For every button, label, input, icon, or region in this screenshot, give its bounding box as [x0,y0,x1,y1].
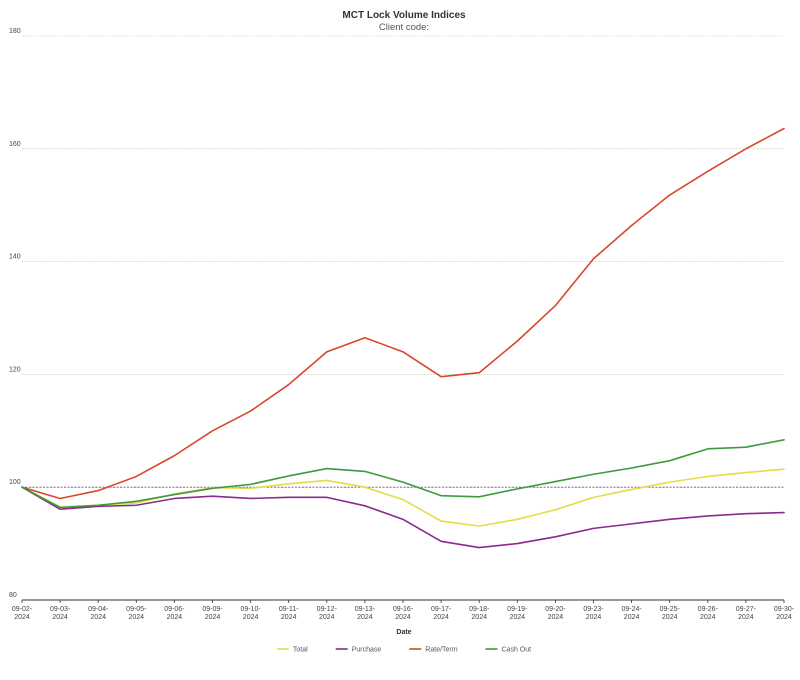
legend-label: Rate/Term [425,647,457,654]
x-tick-label: 09-16-2024 [393,606,414,621]
chart-title: MCT Lock Volume Indices [342,10,466,21]
legend-item[interactable]: Cash Out [485,647,532,654]
series-line-rate-term [21,127,785,500]
x-tick-label: 09-23-2024 [583,606,604,621]
legend-item[interactable]: Total [276,647,308,654]
x-tick-label: 09-30-2024 [774,606,795,621]
x-tick-label: 09-26-2024 [698,606,719,621]
x-tick-label: 09-19-2024 [507,606,528,621]
x-tick-label: 09-11-2024 [279,606,299,621]
x-tick-label: 09-17-2024 [431,606,452,621]
series-lines [21,127,785,549]
y-tick-label: 160 [9,141,21,148]
y-tick-label: 100 [9,479,21,486]
x-tick-label: 09-18-2024 [469,606,490,621]
chart-subtitle: Client code: [379,22,429,33]
legend-item[interactable]: Rate/Term [409,647,458,654]
legend: Total Purchase Rate/Term Cash Out [276,647,532,654]
y-tick-label: 140 [9,254,21,261]
x-tick-label: 09-03-2024 [50,606,71,621]
legend-item[interactable]: Purchase [335,647,382,654]
series-line-total [21,468,785,527]
grid [22,35,784,601]
legend-label: Cash Out [502,647,532,654]
x-tick-label: 09-25-2024 [660,606,681,621]
y-tick-label: 80 [9,592,17,599]
y-tick-label: 120 [9,366,21,373]
x-tick-label: 09-24-2024 [621,606,642,621]
x-tick-label: 09-13-2024 [355,606,376,621]
legend-label: Purchase [352,647,382,654]
x-tick-label: 09-10-2024 [240,606,261,621]
y-axis-ticks: 80 100 120 140 160 180 [9,28,21,599]
series-line-cash-out [21,439,785,509]
x-tick-label: 09-05-2024 [126,606,147,621]
x-tick-label: 09-12-2024 [317,606,338,621]
legend-label: Total [293,647,308,654]
series-line-purchase [21,486,785,549]
x-tick-label: 09-06-2024 [164,606,185,621]
x-tick-label: 09-04-2024 [88,606,109,621]
x-axis-ticks: 09-02-2024 09-03-2024 09-04-2024 09-05-2024… [12,600,795,621]
x-tick-label: 09-27-2024 [736,606,757,621]
y-tick-label: 180 [9,28,21,35]
x-axis-label: Date [396,629,411,636]
x-tick-label: 09-20-2024 [545,606,566,621]
x-tick-label: 09-02-2024 [12,606,33,621]
x-tick-label: 09-09-2024 [202,606,223,621]
